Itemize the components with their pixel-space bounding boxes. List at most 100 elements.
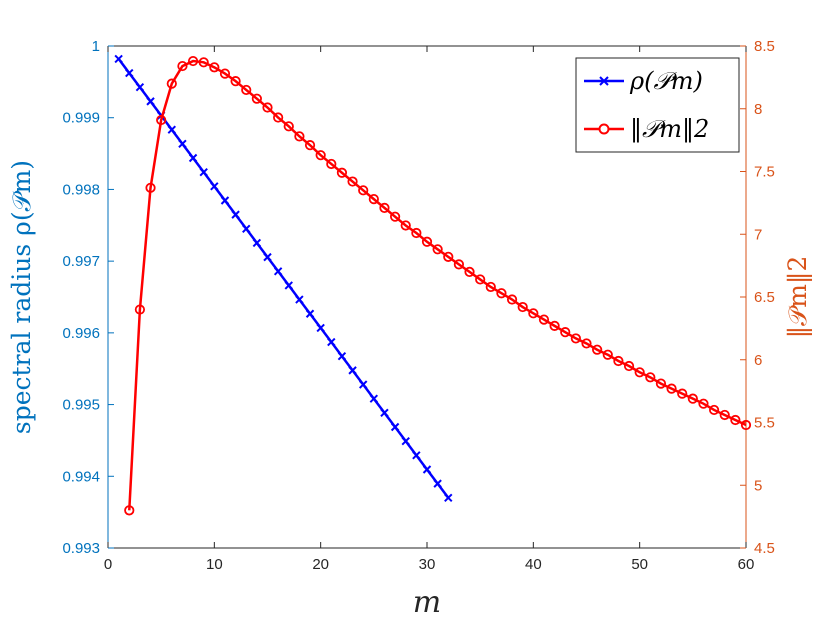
series-2-point [347, 176, 358, 187]
series-1-point [369, 394, 379, 403]
y-axis-right-label: ‖𝒫m‖2 [783, 256, 813, 339]
series-1-point [305, 309, 315, 318]
series-1-point-stroke [252, 238, 262, 248]
series-1-point-stroke [401, 436, 410, 446]
series-2-point [677, 388, 688, 399]
series-2-point [517, 301, 528, 313]
series-2-point [421, 236, 433, 247]
series-1-point-stroke [305, 309, 315, 318]
series-2-point [708, 404, 720, 416]
series-layer [114, 54, 752, 516]
series-2-point [273, 112, 284, 123]
legend-box [575, 57, 740, 153]
x-axis-label: m [413, 585, 441, 620]
series-1-point [348, 366, 357, 375]
series-1-point [337, 352, 347, 361]
series-2-point [145, 182, 156, 193]
series-1-point-stroke [422, 465, 432, 474]
y-left-tick-label: 0.994 [62, 468, 100, 485]
series-2-point [719, 409, 730, 421]
y-right-tick-label: 7.5 [754, 164, 775, 181]
series-1-point-stroke [412, 451, 421, 460]
series-2-point [496, 288, 507, 299]
series-2-point [443, 251, 454, 262]
series-1-point [242, 224, 251, 234]
series-2-point [400, 220, 411, 231]
series-1-point-stroke [273, 267, 283, 276]
series-2-point [251, 93, 262, 104]
series-2-point [304, 140, 316, 151]
series-1-point-stroke [295, 295, 304, 304]
x-tick-label: 30 [419, 556, 436, 573]
legend-label-series1: ρ(𝒫m) [629, 67, 703, 95]
series-1-point-stroke [188, 153, 198, 163]
series-1-point [114, 54, 123, 64]
series-1-point [135, 83, 145, 92]
y-axis-left-label-text: spectral radius ρ(𝒫m) [7, 160, 36, 434]
series-2-point [687, 393, 698, 404]
series-1-point [358, 380, 368, 389]
series-1-point [295, 295, 304, 304]
series-2-point [124, 505, 135, 516]
series-2-point [623, 360, 635, 372]
series-1-point-stroke [220, 196, 230, 205]
series-2-point [134, 304, 145, 315]
series-2-point [283, 121, 294, 132]
series-2-point [379, 202, 390, 213]
series-2-point [730, 414, 741, 426]
series-1-point [380, 408, 389, 418]
series-1-point [327, 337, 336, 347]
x-tick-label: 50 [631, 556, 648, 573]
series-1-point-stroke [444, 493, 453, 503]
series-2-point [219, 68, 231, 79]
series-1-point-stroke [263, 252, 272, 262]
series-1-point [263, 252, 272, 262]
series-1-point [401, 436, 410, 446]
series-2-point [475, 274, 486, 285]
x-tick-label: 10 [206, 556, 223, 573]
series-2-point [549, 320, 560, 331]
legend-marker-series2 [598, 123, 610, 135]
series-2-point [241, 84, 252, 96]
series-1-point [316, 323, 325, 333]
series-2-point [592, 344, 603, 355]
series-2-point [538, 314, 550, 325]
series-1-point-stroke [199, 167, 208, 177]
series-1-point [252, 238, 262, 248]
series-1-point [178, 139, 187, 149]
y-axis-left-label: spectral radius ρ(𝒫m) [7, 160, 36, 434]
series-1-point-stroke [358, 380, 368, 389]
series-2-point [166, 78, 177, 89]
x-tick-label: 40 [525, 556, 542, 573]
series-2-point [315, 150, 326, 161]
series-2-point [432, 244, 443, 255]
series-1-point-stroke [316, 323, 325, 333]
series-2-point [198, 57, 209, 68]
series-1-point-stroke [390, 422, 400, 432]
y-right-tick-label: 7 [754, 226, 762, 243]
series-2-point [336, 167, 348, 178]
y-left-tick-label: 0.999 [62, 110, 100, 127]
series-1-point-stroke [135, 83, 145, 92]
legend: ρ(𝒫m) ‖𝒫m‖2 [575, 57, 740, 153]
series-1-point [199, 167, 208, 177]
series-1-point-stroke [369, 394, 379, 403]
series-1-point-stroke [380, 408, 389, 418]
y-left-tick-label: 0.998 [62, 181, 100, 198]
y-left-tick-label: 0.993 [62, 540, 100, 557]
y-left-tick-label: 0.995 [62, 397, 100, 414]
series-2-point [560, 327, 571, 338]
series-2-point [613, 355, 624, 367]
series-1-point [146, 97, 155, 106]
series-1-point-stroke [114, 54, 123, 64]
y-right-tick-label: 8.5 [754, 38, 775, 55]
series-1-point-stroke [146, 97, 155, 106]
series-2-point [411, 227, 422, 239]
x-axis-label-text: m [413, 585, 441, 620]
series-1-point [125, 68, 134, 78]
axes: 0 10 20 30 40 50 60 0.993 0.994 0.995 0.996 0.997 0.… [62, 38, 774, 573]
series-1-point-stroke [284, 281, 293, 290]
legend-marker-series1 [599, 76, 609, 86]
series-2-point [506, 294, 518, 305]
y-left-tick-label: 1 [92, 38, 100, 55]
